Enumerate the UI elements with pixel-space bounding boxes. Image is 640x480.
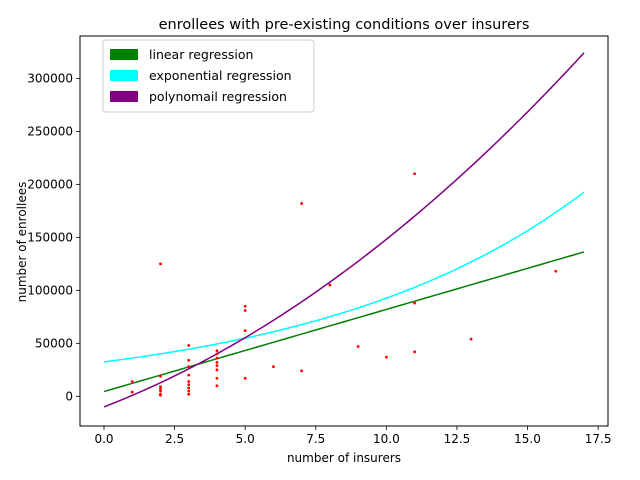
data-point xyxy=(413,172,416,176)
data-point xyxy=(187,344,191,347)
x-tick-label: 2.5 xyxy=(165,432,184,446)
data-point xyxy=(300,369,304,373)
data-point xyxy=(159,385,162,389)
x-tick-label: 15.0 xyxy=(514,432,541,446)
data-point xyxy=(215,352,219,356)
data-point xyxy=(215,376,219,380)
data-point xyxy=(187,373,191,377)
regression-curves xyxy=(103,52,585,408)
y-tick-label: 200000 xyxy=(27,177,73,191)
data-point xyxy=(469,337,473,341)
legend-box xyxy=(102,39,315,113)
data-point xyxy=(215,361,219,364)
x-tick-label: 5.0 xyxy=(236,432,255,446)
legend-swatch-quadratic xyxy=(110,91,138,102)
data-point xyxy=(272,365,275,369)
data-point xyxy=(130,380,134,383)
data-point xyxy=(187,380,191,383)
y-tick-label: 100000 xyxy=(27,283,73,297)
y-axis: 0 50000 100000 150000 200000 250000 300000 xyxy=(27,71,80,403)
y-tick-label: 0 xyxy=(65,389,73,403)
y-tick-label: 150000 xyxy=(27,230,73,244)
y-tick-label: 250000 xyxy=(27,124,73,138)
scatter-points xyxy=(130,172,558,397)
chart-title: enrollees with pre-existing conditions o… xyxy=(159,17,530,33)
x-axis: 0.0 2.5 5.0 7.5 10.0 12.5 15.0 17.5 xyxy=(94,426,611,446)
x-tick-label: 12.5 xyxy=(444,432,471,446)
data-point xyxy=(130,390,134,394)
data-point xyxy=(384,355,388,359)
data-point xyxy=(187,386,191,390)
data-point xyxy=(215,364,219,367)
legend-swatch-exponential xyxy=(110,70,138,81)
data-point xyxy=(243,329,247,333)
data-point xyxy=(187,389,191,393)
data-point xyxy=(356,345,360,348)
x-tick-label: 7.5 xyxy=(306,432,325,446)
data-point xyxy=(413,350,416,354)
y-axis-label: number of enrollees xyxy=(15,182,29,303)
x-axis-label: number of insurers xyxy=(287,451,401,465)
legend-swatch-linear xyxy=(110,49,138,60)
data-point xyxy=(300,202,304,205)
data-point xyxy=(159,374,162,378)
regression-line-linear xyxy=(103,251,585,393)
data-point xyxy=(187,358,191,362)
x-tick-label: 0.0 xyxy=(94,432,113,446)
data-point xyxy=(243,309,247,312)
data-point xyxy=(159,389,162,393)
x-tick-label: 17.5 xyxy=(585,432,612,446)
data-point xyxy=(215,368,219,372)
data-point xyxy=(215,384,219,388)
axes-frame xyxy=(79,35,609,427)
regression-line-exponential xyxy=(103,191,585,363)
legend-label-linear: linear regression xyxy=(149,47,253,62)
data-point xyxy=(159,262,162,266)
regression-line-quadratic xyxy=(103,52,585,408)
y-tick-label: 50000 xyxy=(35,336,73,350)
data-point xyxy=(159,393,162,397)
legend-label-exponential: exponential regression xyxy=(149,68,292,83)
legend-label-quadratic: polynomail regression xyxy=(149,89,287,104)
data-point xyxy=(243,304,247,308)
x-tick-label: 10.0 xyxy=(373,432,400,446)
y-tick-label: 300000 xyxy=(27,71,73,85)
data-point xyxy=(243,376,247,380)
data-point xyxy=(187,392,191,396)
data-point xyxy=(413,301,416,305)
data-point xyxy=(187,383,191,387)
data-point xyxy=(554,269,558,273)
data-point xyxy=(215,356,219,360)
data-point xyxy=(187,365,191,369)
legend: linear regression exponential regression p… xyxy=(102,39,315,113)
data-point xyxy=(328,283,332,287)
data-point xyxy=(215,349,219,353)
data-point xyxy=(159,387,162,391)
